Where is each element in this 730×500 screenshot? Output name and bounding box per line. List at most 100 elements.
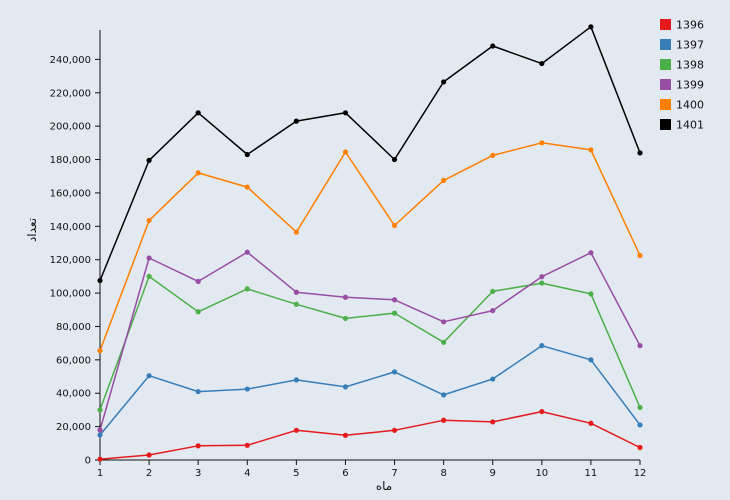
data-point — [195, 170, 201, 176]
series-line-1397 — [99, 344, 641, 436]
data-point — [637, 444, 643, 451]
x-tick-label: 5 — [293, 468, 299, 479]
data-point — [342, 432, 349, 438]
legend-label: 1401 — [676, 119, 704, 132]
data-point — [97, 348, 103, 354]
data-point — [293, 427, 299, 433]
data-point — [146, 255, 152, 261]
data-point — [391, 297, 398, 303]
data-point — [244, 286, 250, 292]
data-point — [97, 456, 103, 462]
data-point — [490, 43, 496, 49]
x-tick-label: 1 — [97, 468, 103, 479]
data-point — [588, 420, 594, 426]
data-point — [293, 377, 299, 383]
x-tick-label: 3 — [195, 468, 201, 479]
y-tick-label: 140,000 — [50, 222, 91, 233]
series-line-1396 — [99, 410, 641, 460]
data-point — [539, 343, 545, 349]
data-point — [441, 177, 447, 184]
legend-label: 1399 — [676, 79, 704, 92]
data-point — [539, 280, 545, 286]
x-axis-title: ماه — [376, 479, 392, 493]
data-point — [146, 157, 152, 163]
x-tick-label: 2 — [146, 468, 152, 479]
data-point — [539, 408, 545, 415]
data-point — [244, 249, 250, 255]
data-point — [195, 388, 201, 395]
data-point — [588, 291, 594, 297]
series-1400 — [97, 140, 643, 354]
legend-item-1401: 1401 — [660, 119, 704, 132]
legend-swatch — [660, 59, 671, 70]
x-tick-label: 12 — [634, 468, 647, 479]
data-point — [146, 452, 152, 458]
data-point — [146, 217, 152, 224]
data-point — [195, 110, 201, 116]
series-1397 — [97, 343, 643, 438]
data-point — [441, 79, 447, 85]
data-point — [342, 294, 349, 300]
x-tick-label: 10 — [535, 468, 548, 479]
y-tick-label: 0 — [85, 456, 91, 467]
x-tick-label: 6 — [342, 468, 348, 479]
legend-label: 1396 — [676, 19, 704, 32]
legend-item-1396: 1396 — [660, 19, 704, 32]
legend-item-1400: 1400 — [660, 99, 704, 112]
legend-swatch — [660, 79, 671, 90]
legend-swatch — [660, 19, 671, 30]
legend-item-1398: 1398 — [660, 59, 704, 72]
x-axis: 1 2 3 4 5 6 7 8 9 10 11 12 — [97, 459, 647, 479]
data-point — [342, 384, 349, 390]
data-point — [441, 339, 447, 345]
y-tick-label: 240,000 — [50, 55, 91, 66]
series-1396 — [97, 408, 643, 462]
data-point — [244, 442, 250, 448]
data-point — [441, 319, 447, 325]
y-tick-label: 200,000 — [50, 122, 91, 133]
series-group — [97, 24, 643, 462]
legend-swatch — [660, 119, 671, 130]
data-point — [588, 24, 594, 30]
legend-swatch — [660, 99, 671, 110]
series-line-1400 — [99, 142, 641, 351]
data-point — [97, 277, 103, 284]
series-line-1399 — [99, 251, 641, 431]
data-point — [97, 407, 103, 413]
data-point — [539, 274, 545, 280]
data-point — [293, 301, 299, 307]
y-tick-label: 40,000 — [56, 389, 91, 400]
data-point — [293, 229, 299, 235]
y-tick-label: 80,000 — [56, 322, 91, 333]
data-point — [293, 118, 299, 124]
y-tick-label: 180,000 — [50, 155, 91, 166]
data-point — [490, 419, 496, 425]
data-point — [244, 184, 250, 190]
data-point — [244, 151, 250, 158]
data-point — [244, 386, 250, 392]
data-point — [342, 315, 349, 322]
data-point — [490, 288, 496, 295]
x-tick-label: 9 — [490, 468, 496, 479]
data-point — [293, 289, 299, 295]
data-point — [391, 310, 398, 316]
data-point — [391, 427, 398, 433]
legend-item-1397: 1397 — [660, 39, 704, 52]
data-point — [637, 343, 643, 349]
data-point — [539, 140, 545, 146]
y-tick-label: 160,000 — [50, 188, 91, 199]
legend: 1396 1397 1398 1399 1400 1401 — [660, 19, 704, 132]
legend-label: 1397 — [676, 39, 704, 52]
data-point — [490, 376, 496, 382]
data-point — [490, 152, 496, 158]
x-tick-label: 4 — [244, 468, 250, 479]
data-point — [146, 273, 152, 279]
data-point — [539, 60, 545, 67]
data-point — [588, 357, 594, 363]
y-tick-label: 100,000 — [50, 289, 91, 300]
series-1401 — [97, 24, 643, 284]
y-tick-label: 60,000 — [56, 355, 91, 366]
data-point — [97, 427, 103, 433]
